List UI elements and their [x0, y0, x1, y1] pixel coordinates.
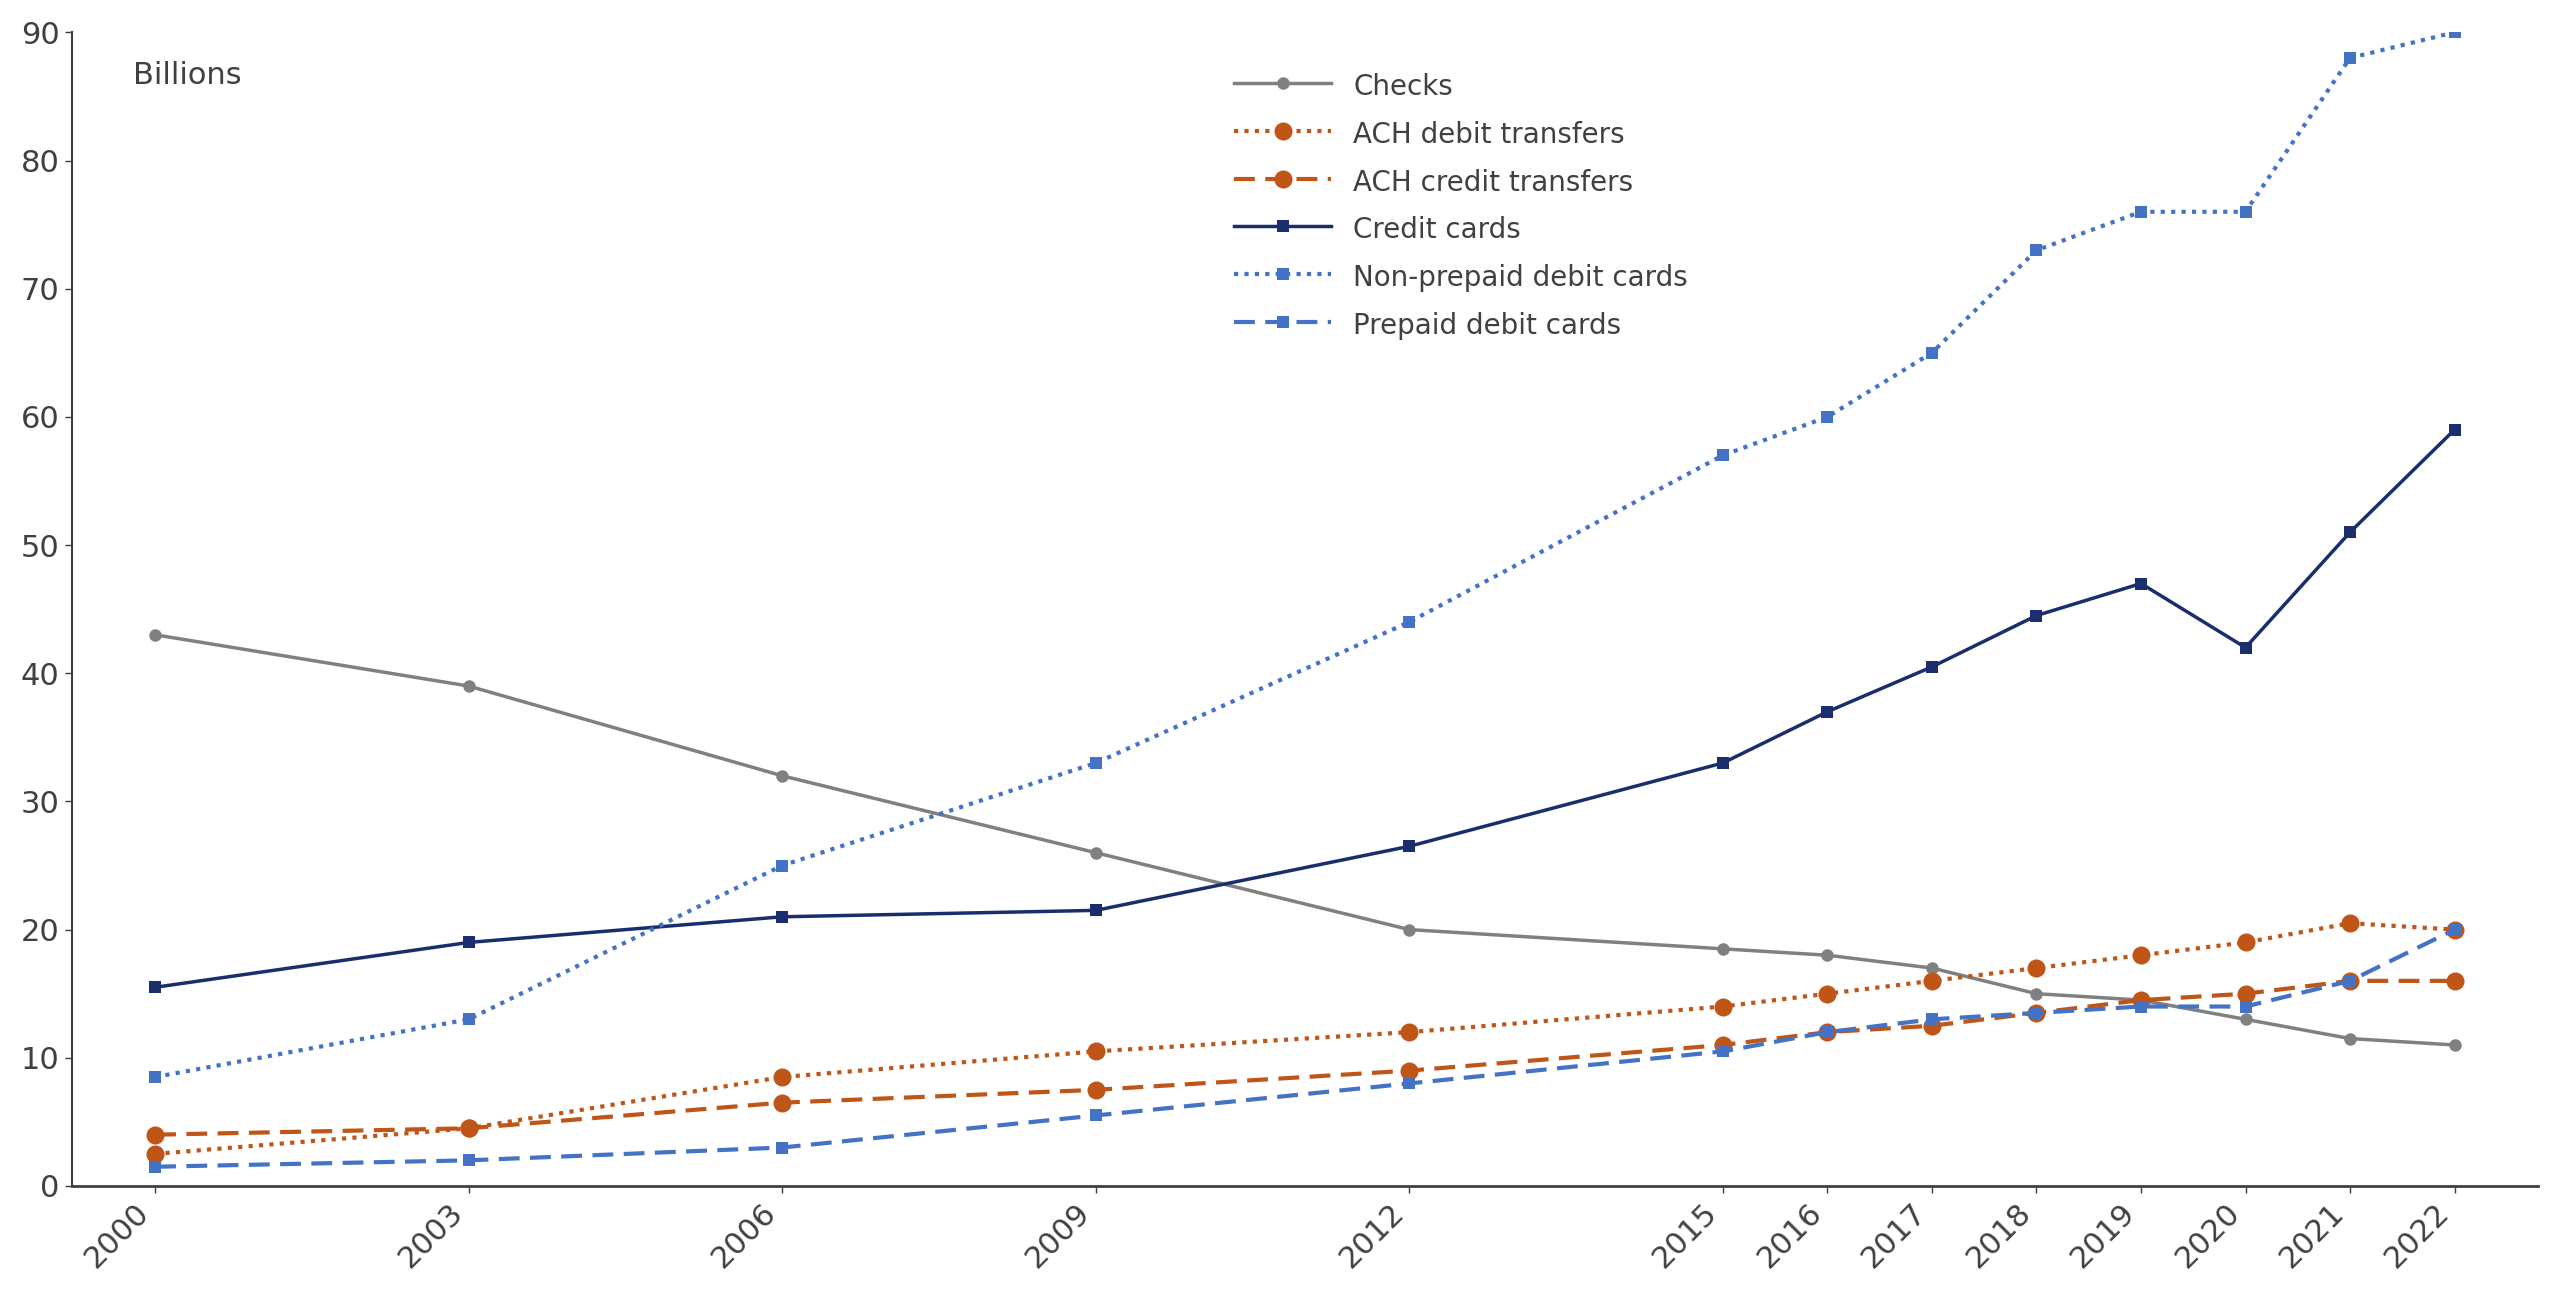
Credit cards — [141, 980, 171, 995]
ACH credit transfers — [1707, 1038, 1738, 1053]
Prepaid debit cards — [2334, 973, 2365, 989]
Prepaid debit cards — [2127, 999, 2157, 1014]
ACH debit transfers — [2334, 915, 2365, 930]
Non-prepaid debit cards — [2439, 25, 2469, 40]
Checks — [141, 628, 171, 643]
Prepaid debit cards — [2022, 1005, 2052, 1021]
Credit cards — [1707, 756, 1738, 771]
ACH credit transfers — [2229, 986, 2260, 1002]
Line: Checks: Checks — [148, 629, 2462, 1051]
ACH credit transfers — [453, 1121, 484, 1136]
ACH debit transfers — [1707, 999, 1738, 1014]
Non-prepaid debit cards — [2022, 242, 2052, 258]
ACH debit transfers — [453, 1121, 484, 1136]
Prepaid debit cards — [453, 1153, 484, 1168]
ACH debit transfers — [2022, 960, 2052, 976]
ACH debit transfers — [768, 1069, 798, 1084]
Prepaid debit cards — [2229, 999, 2260, 1014]
Line: Prepaid debit cards: Prepaid debit cards — [148, 924, 2462, 1172]
Checks — [768, 769, 798, 784]
ACH credit transfers — [768, 1095, 798, 1110]
Prepaid debit cards — [1812, 1025, 1842, 1040]
Non-prepaid debit cards — [1812, 409, 1842, 424]
ACH debit transfers — [2439, 921, 2469, 937]
Prepaid debit cards — [141, 1159, 171, 1175]
ACH credit transfers — [141, 1127, 171, 1143]
ACH debit transfers — [1917, 973, 1947, 989]
Credit cards — [1917, 659, 1947, 674]
Non-prepaid debit cards — [2127, 204, 2157, 220]
Prepaid debit cards — [1080, 1108, 1111, 1123]
Non-prepaid debit cards — [1707, 448, 1738, 463]
Credit cards — [1080, 903, 1111, 919]
Credit cards — [1395, 839, 1425, 854]
Line: Non-prepaid debit cards: Non-prepaid debit cards — [148, 26, 2462, 1083]
Credit cards — [1812, 704, 1842, 719]
Checks — [2022, 986, 2052, 1002]
ACH credit transfers — [2334, 973, 2365, 989]
Checks — [1812, 947, 1842, 963]
Checks — [1707, 941, 1738, 956]
Credit cards — [2439, 422, 2469, 437]
Line: ACH credit transfers: ACH credit transfers — [146, 972, 2464, 1144]
ACH debit transfers — [1080, 1044, 1111, 1060]
Credit cards — [2334, 524, 2365, 540]
Prepaid debit cards — [768, 1140, 798, 1156]
Non-prepaid debit cards — [1395, 615, 1425, 630]
Non-prepaid debit cards — [141, 1069, 171, 1084]
ACH credit transfers — [1395, 1062, 1425, 1078]
ACH credit transfers — [2127, 992, 2157, 1008]
Non-prepaid debit cards — [2334, 50, 2365, 66]
Prepaid debit cards — [1707, 1044, 1738, 1060]
Prepaid debit cards — [2439, 921, 2469, 937]
ACH credit transfers — [1080, 1082, 1111, 1097]
ACH debit transfers — [1812, 986, 1842, 1002]
Non-prepaid debit cards — [1080, 756, 1111, 771]
Credit cards — [2127, 576, 2157, 591]
Credit cards — [2022, 608, 2052, 624]
Checks — [453, 678, 484, 694]
Line: ACH debit transfers: ACH debit transfers — [146, 914, 2464, 1163]
Credit cards — [453, 934, 484, 950]
Checks — [1080, 845, 1111, 861]
ACH debit transfers — [2229, 934, 2260, 950]
Non-prepaid debit cards — [2229, 204, 2260, 220]
Non-prepaid debit cards — [453, 1012, 484, 1027]
ACH credit transfers — [1917, 1018, 1947, 1034]
ACH debit transfers — [1395, 1025, 1425, 1040]
ACH credit transfers — [1812, 1025, 1842, 1040]
Text: Billions: Billions — [133, 61, 241, 91]
Checks — [2127, 992, 2157, 1008]
Credit cards — [2229, 639, 2260, 655]
Non-prepaid debit cards — [768, 858, 798, 873]
ACH credit transfers — [2022, 1005, 2052, 1021]
Prepaid debit cards — [1395, 1075, 1425, 1091]
Checks — [2334, 1031, 2365, 1047]
Prepaid debit cards — [1917, 1012, 1947, 1027]
ACH debit transfers — [2127, 947, 2157, 963]
Checks — [1395, 921, 1425, 937]
Checks — [1917, 960, 1947, 976]
Non-prepaid debit cards — [1917, 345, 1947, 361]
Checks — [2229, 1012, 2260, 1027]
ACH debit transfers — [141, 1146, 171, 1162]
Credit cards — [768, 908, 798, 924]
Checks — [2439, 1038, 2469, 1053]
ACH credit transfers — [2439, 973, 2469, 989]
Line: Credit cards: Credit cards — [148, 423, 2462, 994]
Legend: Checks, ACH debit transfers, ACH credit transfers, Credit cards, Non-prepaid deb: Checks, ACH debit transfers, ACH credit … — [1221, 58, 1702, 353]
